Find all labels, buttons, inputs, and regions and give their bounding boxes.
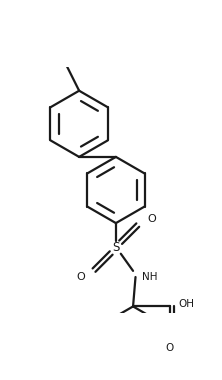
Text: S: S: [112, 241, 120, 254]
Text: NH: NH: [142, 272, 157, 282]
Text: OH: OH: [178, 299, 194, 309]
Text: O: O: [76, 272, 85, 282]
Text: O: O: [166, 343, 174, 353]
Text: O: O: [147, 214, 156, 224]
